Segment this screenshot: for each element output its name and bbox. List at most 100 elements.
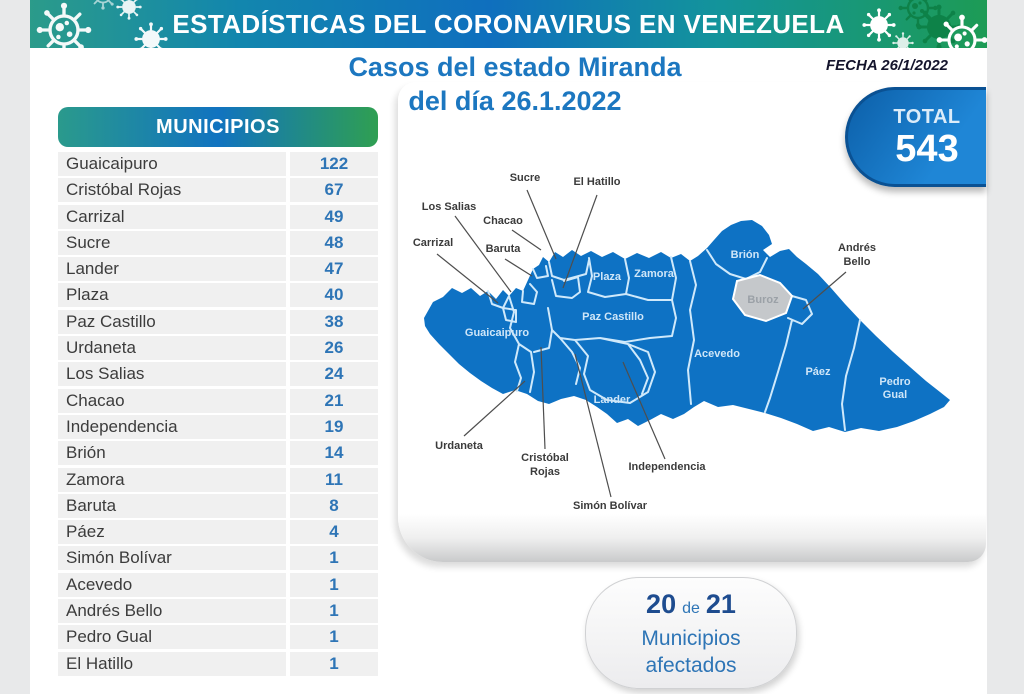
municipality-value: 4 bbox=[290, 520, 378, 545]
miranda-map: Plaza Zamora Paz Castillo Guaicaipuro La… bbox=[413, 172, 950, 512]
municipality-value: 40 bbox=[290, 283, 378, 308]
map-callout-el-hatillo: El Hatillo bbox=[573, 176, 620, 188]
municipality-value: 19 bbox=[290, 414, 378, 439]
affected-connector: de bbox=[682, 599, 700, 617]
map-label-zamora: Zamora bbox=[634, 268, 675, 280]
municipality-name: Carrizal bbox=[58, 204, 286, 229]
municipality-name: Simón Bolívar bbox=[58, 546, 286, 571]
municipality-value: 8 bbox=[290, 493, 378, 518]
municipality-name: Guaicaipuro bbox=[58, 152, 286, 176]
map-label-acevedo: Acevedo bbox=[694, 348, 740, 360]
table-row: Andrés Bello 1 bbox=[58, 599, 378, 624]
map-label-plaza: Plaza bbox=[593, 271, 622, 283]
total-label: TOTAL bbox=[893, 105, 961, 128]
table-row: Urdaneta 26 bbox=[58, 336, 378, 361]
table-row: Guaicaipuro 122 bbox=[58, 152, 378, 176]
table-row: Carrizal 49 bbox=[58, 204, 378, 229]
municipality-value: 49 bbox=[290, 204, 378, 229]
municipality-value: 38 bbox=[290, 309, 378, 334]
municipality-name: Pedro Gual bbox=[58, 625, 286, 650]
municipality-total-count: 21 bbox=[705, 588, 736, 619]
municipality-value: 47 bbox=[290, 257, 378, 282]
table-row: El Hatillo 1 bbox=[58, 651, 378, 676]
map-label-paez: Páez bbox=[805, 366, 831, 378]
municipality-name: Cristóbal Rojas bbox=[58, 178, 286, 203]
municipality-name: Sucre bbox=[58, 230, 286, 255]
map-callout-cristobal-2: Rojas bbox=[530, 466, 560, 478]
municipality-name: Los Salias bbox=[58, 362, 286, 387]
map-callout-cristobal-1: Cristóbal bbox=[521, 452, 569, 464]
municipality-value: 24 bbox=[290, 362, 378, 387]
table-rows: Guaicaipuro 122 Cristóbal Rojas 67 Carriza… bbox=[58, 152, 378, 676]
table-row: Cristóbal Rojas 67 bbox=[58, 178, 378, 203]
map-callout-independencia: Independencia bbox=[628, 461, 706, 473]
map-callout-baruta: Baruta bbox=[486, 243, 522, 255]
map-callout-urdaneta: Urdaneta bbox=[435, 440, 484, 452]
municipality-value: 1 bbox=[290, 572, 378, 597]
municipality-name: Chacao bbox=[58, 388, 286, 413]
map-label-pedro-gual-2: Gual bbox=[883, 389, 907, 401]
municipality-value: 11 bbox=[290, 467, 378, 492]
municipality-name: Paz Castillo bbox=[58, 309, 286, 334]
municipality-value: 21 bbox=[290, 388, 378, 413]
municipality-name: El Hatillo bbox=[58, 651, 286, 676]
table-row: Chacao 21 bbox=[58, 388, 378, 413]
map-label-guaicaipuro: Guaicaipuro bbox=[465, 327, 529, 339]
municipality-name: Urdaneta bbox=[58, 336, 286, 361]
table-row: Baruta 8 bbox=[58, 493, 378, 518]
municipality-value: 1 bbox=[290, 599, 378, 624]
table-row: Zamora 11 bbox=[58, 467, 378, 492]
map-label-buroz: Buroz bbox=[747, 294, 779, 306]
municipality-value: 1 bbox=[290, 546, 378, 571]
map-callout-sucre: Sucre bbox=[510, 172, 541, 184]
banner-title: ESTADÍSTICAS DEL CORONAVIRUS EN VENEZUEL… bbox=[172, 9, 845, 39]
page-title-line2: del día 26.1.2022 bbox=[408, 86, 622, 116]
table-row: Independencia 19 bbox=[58, 414, 378, 439]
affected-word-2: afectados bbox=[645, 653, 737, 677]
map-label-lander: Lander bbox=[594, 394, 631, 406]
map-callout-carrizal: Carrizal bbox=[413, 237, 453, 249]
municipality-name: Lander bbox=[58, 257, 286, 282]
map-callout-andres-bello-1: Andrés bbox=[838, 242, 876, 254]
municipality-name: Acevedo bbox=[58, 572, 286, 597]
municipality-name: Zamora bbox=[58, 467, 286, 492]
map-callout-andres-bello-2: Bello bbox=[844, 256, 871, 268]
map-callout-los-salias: Los Salias bbox=[422, 201, 476, 213]
date-label: FECHA 26/1/2022 bbox=[826, 57, 949, 74]
table-header: MUNICIPIOS bbox=[58, 107, 378, 147]
municipality-name: Andrés Bello bbox=[58, 599, 286, 624]
municipality-name: Baruta bbox=[58, 493, 286, 518]
table-row: Paz Castillo 38 bbox=[58, 309, 378, 334]
map-callout-chacao: Chacao bbox=[483, 215, 523, 227]
affected-summary-pill: 20 de 21 Municipios afectados bbox=[585, 577, 797, 689]
map-label-paz-castillo: Paz Castillo bbox=[582, 311, 644, 323]
municipality-value: 48 bbox=[290, 230, 378, 255]
municipalities-table: MUNICIPIOS Guaicaipuro 122 Cristóbal Roja… bbox=[58, 107, 378, 678]
affected-count: 20 bbox=[646, 588, 677, 619]
affected-count-line: 20 de 21 bbox=[646, 588, 736, 625]
table-row: Lander 47 bbox=[58, 257, 378, 282]
table-row: Los Salias 24 bbox=[58, 362, 378, 387]
page-title-line1: Casos del estado Miranda bbox=[348, 52, 682, 82]
miranda-state-shape bbox=[424, 220, 950, 432]
affected-word-1: Municipios bbox=[641, 626, 741, 650]
table-row: Páez 4 bbox=[58, 520, 378, 545]
callout-lines bbox=[436, 189, 847, 498]
municipality-name: Plaza bbox=[58, 283, 286, 308]
municipality-value: 1 bbox=[290, 625, 378, 650]
table-row: Brión 14 bbox=[58, 441, 378, 466]
virus-icons bbox=[36, 0, 987, 48]
table-row: Pedro Gual 1 bbox=[58, 625, 378, 650]
right-margin-strip bbox=[987, 0, 1024, 694]
table-row: Plaza 40 bbox=[58, 283, 378, 308]
map-callout-simon-bolivar: Simón Bolívar bbox=[573, 500, 648, 512]
total-value: 543 bbox=[895, 127, 959, 170]
municipality-value: 26 bbox=[290, 336, 378, 361]
municipality-value: 67 bbox=[290, 178, 378, 203]
municipality-value: 122 bbox=[290, 152, 378, 176]
municipality-value: 14 bbox=[290, 441, 378, 466]
table-row: Sucre 48 bbox=[58, 230, 378, 255]
map-label-brion: Brión bbox=[731, 249, 760, 261]
total-badge: TOTAL 543 bbox=[845, 87, 986, 187]
